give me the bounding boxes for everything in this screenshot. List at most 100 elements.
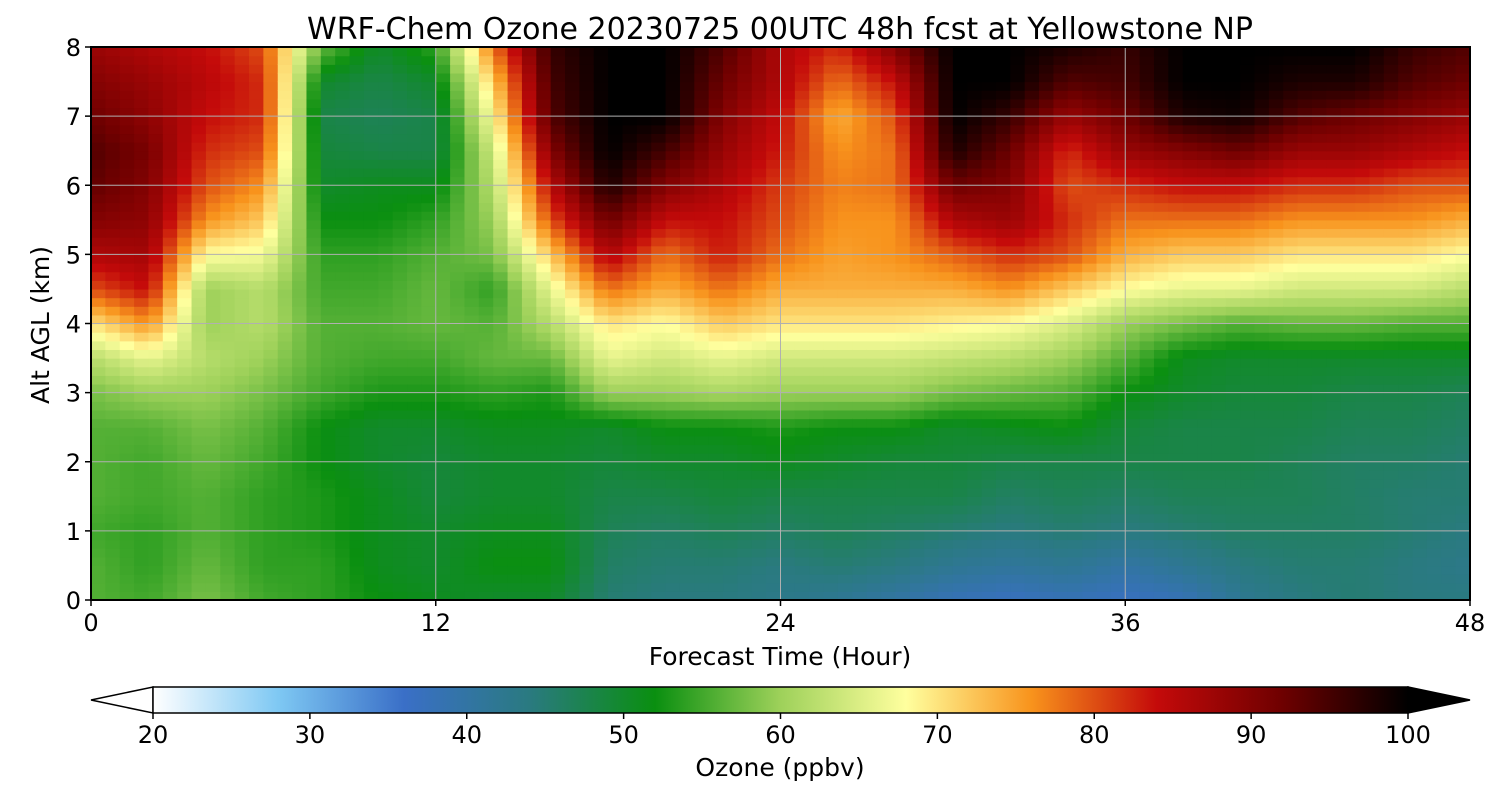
heat-cell [263,340,279,351]
heat-cell [320,591,336,600]
heat-cell [277,574,293,584]
heat-cell [852,418,868,428]
heat-cell [751,401,767,411]
heat-cell [378,418,394,428]
heat-cell [608,297,624,307]
heat-cell [809,340,825,351]
heat-cell [823,340,839,351]
heat-cell [148,453,164,463]
heat-cell [1197,72,1213,83]
heat-cell [909,340,925,351]
heat-cell [536,202,552,212]
heat-cell [550,435,566,446]
heat-cell [421,98,437,109]
heat-cell [435,245,451,255]
heat-cell [622,548,638,558]
heat-cell [679,271,695,281]
heat-cell [1110,461,1126,471]
heat-cell [162,306,178,316]
heat-cell [708,159,724,169]
heat-cell [751,263,767,273]
heat-cell [823,461,839,471]
heat-cell [1182,219,1198,230]
heat-cell [320,444,336,454]
heat-cell [450,271,466,281]
heat-cell [679,323,695,333]
heat-cell [837,418,853,428]
heat-cell [679,565,695,575]
heat-cell [1024,185,1040,195]
heat-cell [320,228,336,238]
heat-cell [134,159,150,169]
heat-cell [550,548,566,558]
heat-cell [608,565,624,575]
heat-cell [335,435,351,446]
heat-cell [191,574,207,584]
heat-cell [234,591,250,600]
heat-cell [162,228,178,238]
heat-cell [507,409,523,420]
heat-cell [220,340,236,351]
heat-cell [550,288,566,299]
heat-cell [924,504,940,515]
heat-cell [636,306,652,316]
heat-cell [1168,383,1184,394]
heat-cell [1153,314,1169,325]
heat-cell [392,133,408,143]
heat-cell [967,548,983,558]
heat-cell [665,513,681,523]
heat-cell [665,245,681,255]
heat-cell [249,427,264,437]
heat-cell [421,167,437,178]
heat-cell [407,306,422,316]
heat-cell [363,530,379,541]
heat-cell [794,263,810,273]
heat-cell [363,366,379,376]
heat-cell [665,530,681,541]
heat-cell [622,332,638,342]
heat-cell [723,366,738,376]
heat-cell [1153,358,1169,368]
heat-cell [565,530,580,541]
heat-cell [1110,254,1126,264]
heat-cell [881,574,897,584]
heat-cell [1096,254,1112,264]
heat-cell [320,539,336,549]
heat-cell [1096,539,1112,549]
heat-cell [909,90,925,100]
heat-cell [263,323,279,333]
heat-cell [536,358,552,368]
heat-cell [981,271,997,281]
heat-cell [1211,574,1227,584]
heat-cell [162,263,178,273]
heat-cell [191,383,207,394]
heat-cell [435,530,451,541]
heat-cell [1168,401,1184,411]
heat-cell [1082,444,1098,454]
heat-cell [881,176,897,186]
heat-cell [177,522,193,532]
heat-cell [1197,159,1213,169]
heat-cell [363,263,379,273]
heat-cell [909,176,925,186]
heat-cell [694,306,710,316]
heat-cell [1024,167,1040,178]
heat-cell [895,263,911,273]
heat-cell [91,263,106,273]
heat-cell [1110,150,1126,160]
heat-cell [895,116,911,126]
heat-cell [1139,72,1155,83]
heat-cell [249,245,264,255]
heat-cell [909,401,925,411]
heat-cell [550,383,566,394]
heat-cell [1082,530,1098,541]
heat-cell [823,392,839,402]
heat-cell [521,150,537,160]
heat-cell [608,47,624,57]
heat-cell [1182,297,1198,307]
heat-cell [679,556,695,567]
heat-cell [665,72,681,83]
heat-cell [263,288,279,299]
heat-cell [1197,504,1213,515]
heat-cell [306,90,322,100]
